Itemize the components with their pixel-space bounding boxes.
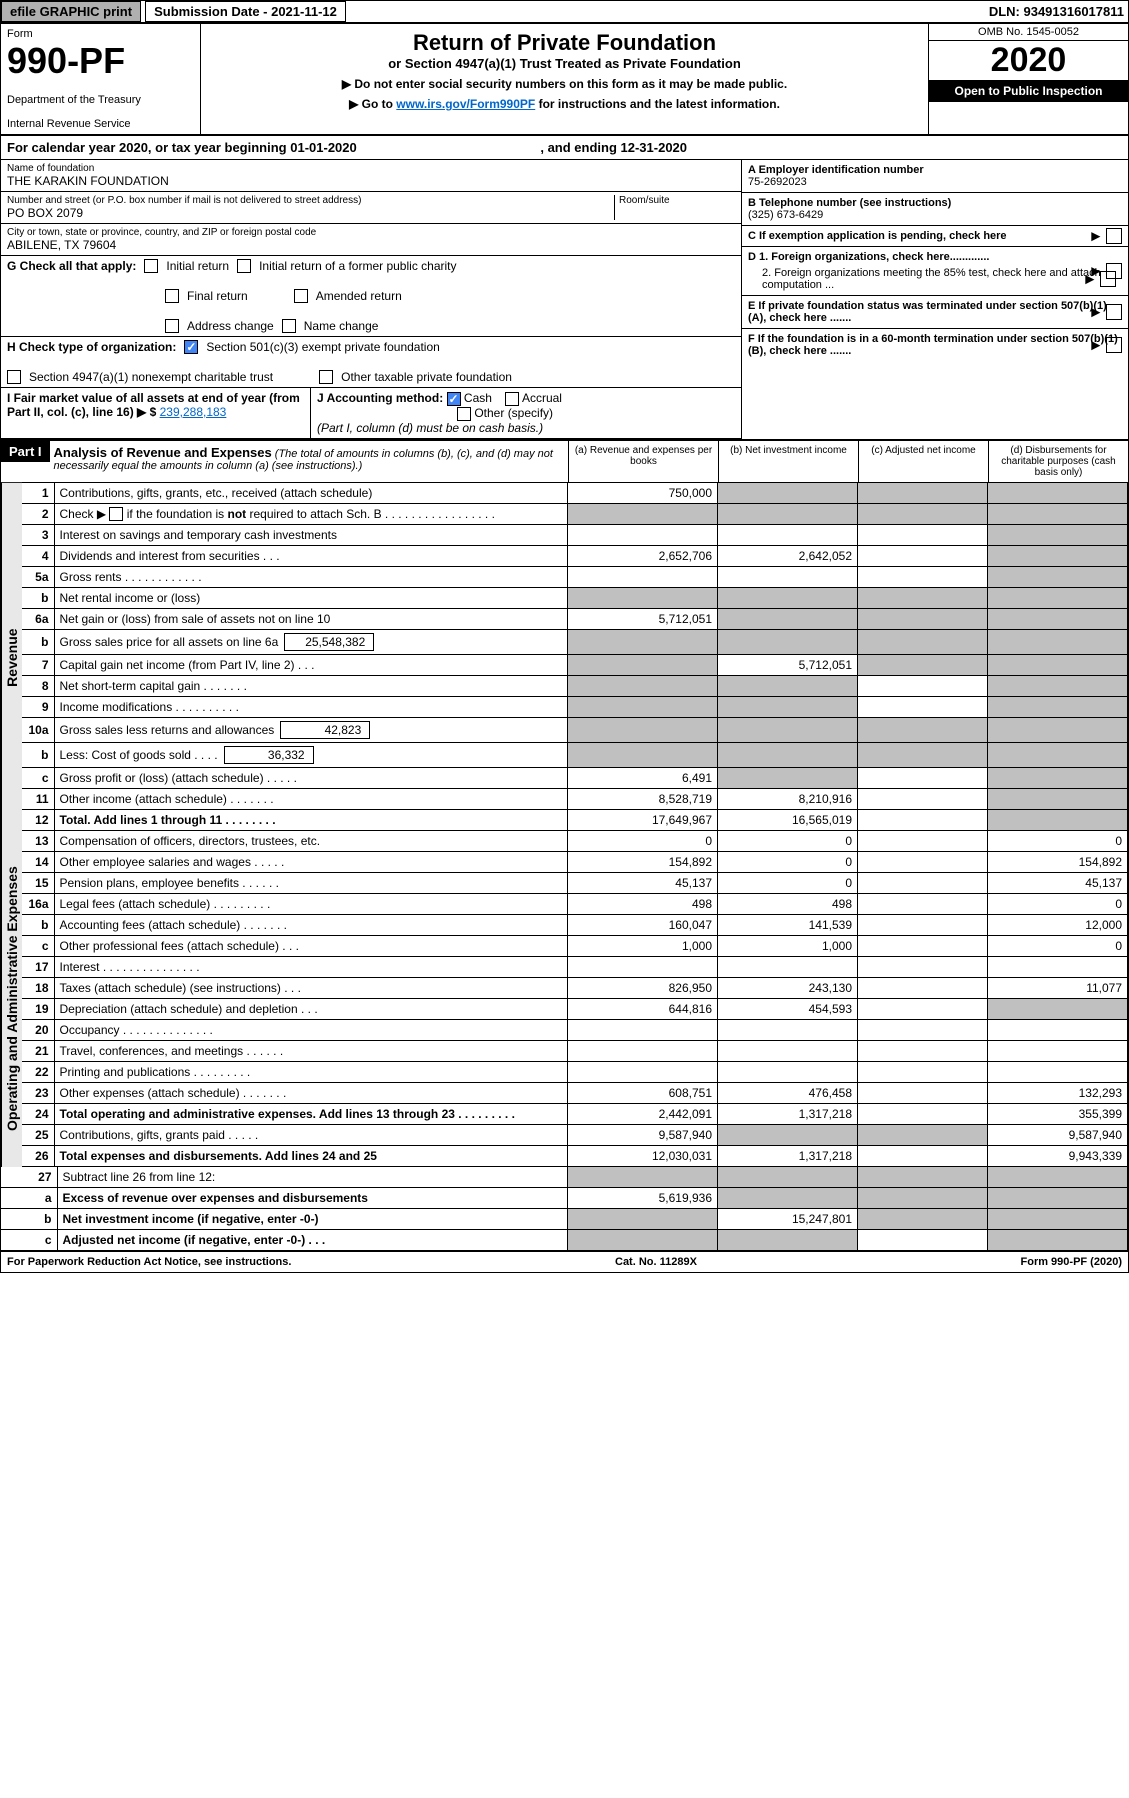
paperwork-notice: For Paperwork Reduction Act Notice, see … [7,1256,291,1268]
d2-checkbox[interactable] [1100,271,1116,287]
form-page: efile GRAPHIC print Submission Date - 20… [0,0,1129,1273]
initial-former-checkbox[interactable] [237,259,251,273]
efile-print-button[interactable]: efile GRAPHIC print [1,1,141,22]
amended-return-checkbox[interactable] [294,289,308,303]
room-label: Room/suite [619,195,735,206]
d2-label: 2. Foreign organizations meeting the 85%… [762,267,1101,291]
form-title: Return of Private Foundation [207,30,922,56]
foundation-name: THE KARAKIN FOUNDATION [7,174,735,188]
irs-label: Internal Revenue Service [7,118,194,130]
expenses-section: Operating and Administrative Expenses 13… [1,831,1128,1167]
f-label: F If the foundation is in a 60-month ter… [748,333,1118,357]
line6b-value: 25,548,382 [284,633,374,651]
col-a-header: (a) Revenue and expenses per books [568,441,718,482]
part1-title: Analysis of Revenue and Expenses [54,445,272,460]
city-label: City or town, state or province, country… [7,227,735,238]
cat-number: Cat. No. 11289X [615,1256,697,1268]
other-taxable-checkbox[interactable] [319,370,333,384]
ssn-note: ▶ Do not enter social security numbers o… [207,77,922,91]
g-section: G Check all that apply: Initial return I… [1,256,741,337]
part1-label: Part I [1,441,50,462]
part1-header-row: Part I Analysis of Revenue and Expenses … [1,441,1128,483]
address-change-checkbox[interactable] [165,319,179,333]
line10b-value: 36,332 [224,746,314,764]
arrow-icon: ▶ [1092,306,1100,319]
form-ref: Form 990-PF (2020) [1021,1256,1122,1268]
other-method-checkbox[interactable] [457,407,471,421]
form-number: 990-PF [7,40,194,82]
goto-note: ▶ Go to www.irs.gov/Form990PF for instru… [207,97,922,111]
form-label: Form [7,28,194,40]
d1-label: D 1. Foreign organizations, check here..… [748,251,989,263]
col-b-header: (b) Net investment income [718,441,858,482]
omb-number: OMB No. 1545-0052 [929,24,1128,41]
final-return-checkbox[interactable] [165,289,179,303]
calendar-year-row: For calendar year 2020, or tax year begi… [1,136,1128,160]
open-inspection: Open to Public Inspection [929,80,1128,102]
col-d-header: (d) Disbursements for charitable purpose… [988,441,1128,482]
revenue-section: Revenue 1Contributions, gifts, grants, e… [1,483,1128,832]
revenue-side-label: Revenue [1,483,22,832]
c-label: C If exemption application is pending, c… [748,230,1007,242]
expenses-side-label: Operating and Administrative Expenses [1,831,22,1167]
dln: DLN: 93491316017811 [989,4,1128,19]
expenses-table: 13Compensation of officers, directors, t… [22,831,1128,1167]
ein-value: 75-2692023 [748,176,1122,188]
top-bar: efile GRAPHIC print Submission Date - 20… [1,1,1128,24]
form990pf-link[interactable]: www.irs.gov/Form990PF [396,97,535,111]
line27-table: 27Subtract line 26 from line 12: aExcess… [1,1167,1128,1251]
city-state-zip: ABILENE, TX 79604 [7,238,735,252]
j-label: J Accounting method: [317,391,443,405]
info-grid: Name of foundation THE KARAKIN FOUNDATIO… [1,160,1128,441]
page-footer: For Paperwork Reduction Act Notice, see … [1,1251,1128,1272]
dept-treasury: Department of the Treasury [7,94,194,106]
line10a-value: 42,823 [280,721,370,739]
a-label: A Employer identification number [748,164,1122,176]
e-checkbox[interactable] [1106,304,1122,320]
f-checkbox[interactable] [1106,337,1122,353]
c-checkbox[interactable] [1106,228,1122,244]
revenue-table: 1Contributions, gifts, grants, etc., rec… [22,483,1128,832]
col-c-header: (c) Adjusted net income [858,441,988,482]
fmv-value[interactable]: 239,288,183 [160,405,227,419]
arrow-icon: ▶ [1092,230,1100,243]
i-label: I Fair market value of all assets at end… [7,391,300,419]
b-label: B Telephone number (see instructions) [748,197,1122,209]
name-change-checkbox[interactable] [282,319,296,333]
cash-checkbox[interactable] [447,392,461,406]
addr-label: Number and street (or P.O. box number if… [7,195,610,206]
4947-checkbox[interactable] [7,370,21,384]
e-label: E If private foundation status was termi… [748,300,1107,324]
initial-return-checkbox[interactable] [144,259,158,273]
sch-b-checkbox[interactable] [109,507,123,521]
form-header: Form 990-PF Department of the Treasury I… [1,24,1128,136]
form-subtitle: or Section 4947(a)(1) Trust Treated as P… [207,56,922,71]
h-section: H Check type of organization: Section 50… [1,337,741,388]
address: PO BOX 2079 [7,206,610,220]
arrow-icon: ▶ [1086,273,1094,286]
tax-year: 2020 [929,41,1128,80]
accrual-checkbox[interactable] [505,392,519,406]
phone-value: (325) 673-6429 [748,209,1122,221]
arrow-icon: ▶ [1092,339,1100,352]
submission-date: Submission Date - 2021-11-12 [145,1,346,22]
name-label: Name of foundation [7,163,735,174]
501c3-checkbox[interactable] [184,340,198,354]
